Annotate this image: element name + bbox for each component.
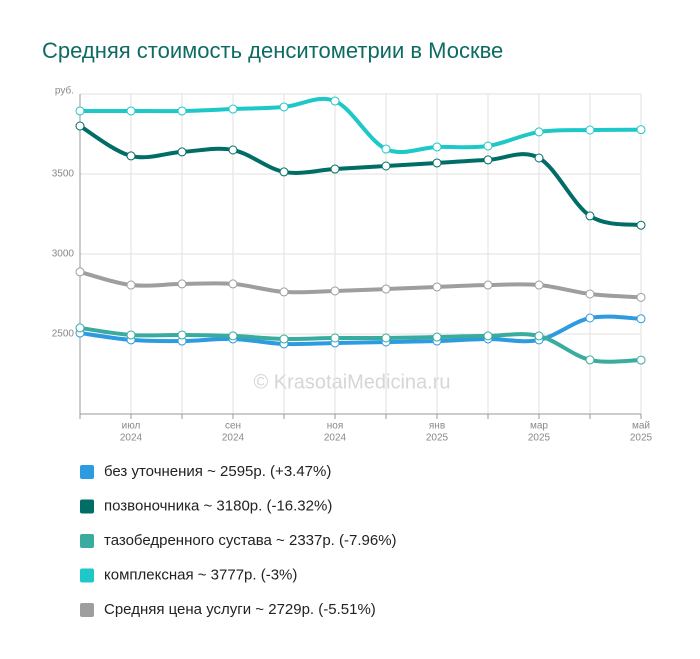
x-tick-label: 2025 <box>528 433 551 444</box>
x-tick-label: 2024 <box>324 433 347 444</box>
data-point <box>330 164 340 174</box>
data-point <box>432 282 442 292</box>
legend-label: Средняя цена услуги ~ 2729р. (-5.51%) <box>104 601 376 618</box>
series-line <box>78 124 643 228</box>
data-point <box>585 125 595 135</box>
data-point <box>75 267 85 277</box>
data-point <box>483 280 493 290</box>
data-point <box>432 158 442 168</box>
x-tick-label: янв <box>429 421 445 432</box>
y-tick-label: 3000 <box>52 249 75 260</box>
legend-swatch <box>80 534 94 548</box>
data-point <box>585 211 595 221</box>
x-tick-label: июл <box>122 421 141 432</box>
legend-swatch <box>80 499 94 514</box>
data-point <box>534 280 544 290</box>
data-point <box>636 314 646 324</box>
data-point <box>279 334 289 344</box>
data-point <box>636 355 646 365</box>
data-point <box>177 106 187 116</box>
legend-swatch <box>80 603 94 617</box>
data-point <box>279 287 289 297</box>
data-point <box>534 153 544 163</box>
legend-label: комплексная ~ 3777р. (-3%) <box>104 566 297 583</box>
data-point <box>228 145 238 155</box>
data-point <box>126 151 136 161</box>
data-point <box>330 96 340 106</box>
data-point <box>534 331 544 341</box>
data-point <box>483 331 493 341</box>
data-point <box>432 142 442 152</box>
x-tick-label: 2024 <box>120 433 143 444</box>
data-point <box>126 330 136 340</box>
data-point <box>381 161 391 171</box>
data-point <box>75 323 85 333</box>
data-point <box>75 121 85 131</box>
data-point <box>381 333 391 343</box>
x-tick-label: сен <box>225 421 241 432</box>
legend-label: тазобедренного сустава ~ 2337р. (-7.96%) <box>104 532 397 549</box>
data-point <box>483 141 493 151</box>
data-point <box>177 330 187 340</box>
data-point <box>636 292 646 302</box>
data-point <box>585 289 595 299</box>
data-point <box>381 144 391 154</box>
x-tick-label: 2025 <box>630 433 653 444</box>
data-point <box>534 127 544 137</box>
data-point <box>585 313 595 323</box>
legend-swatch <box>80 465 94 479</box>
series-line <box>78 269 643 300</box>
data-point <box>330 333 340 343</box>
y-tick-label: 2500 <box>52 329 75 340</box>
data-point <box>636 125 646 135</box>
data-point <box>126 280 136 290</box>
y-tick-label: руб. <box>55 85 74 97</box>
data-point <box>432 332 442 342</box>
data-point <box>228 331 238 341</box>
chart-title: Средняя стоимость денситометрии в Москве <box>42 38 503 63</box>
grid <box>80 93 642 414</box>
data-point <box>279 167 289 177</box>
legend-label: без уточнения ~ 2595р. (+3.47%) <box>104 463 331 480</box>
watermark: © KrasotaiMedicina.ru <box>253 371 450 393</box>
data-point <box>381 284 391 294</box>
data-point <box>228 279 238 289</box>
x-tick-label: 2024 <box>222 433 245 444</box>
data-point <box>75 106 85 116</box>
x-tick-label: ноя <box>327 421 344 432</box>
x-tick-label: май <box>632 421 650 432</box>
legend-label: позвоночника ~ 3180р. (-16.32%) <box>104 497 332 514</box>
data-point <box>177 279 187 289</box>
data-point <box>279 102 289 112</box>
x-tick-label: мар <box>530 421 548 432</box>
y-tick-label: 3500 <box>52 169 75 180</box>
data-point <box>177 147 187 157</box>
series-line <box>78 96 643 155</box>
data-point <box>126 106 136 116</box>
data-point <box>585 355 595 365</box>
data-point <box>228 104 238 114</box>
legend-swatch <box>80 568 94 583</box>
data-point <box>483 155 493 165</box>
data-point <box>636 220 646 230</box>
x-tick-label: 2025 <box>426 433 449 444</box>
data-point <box>330 286 340 296</box>
